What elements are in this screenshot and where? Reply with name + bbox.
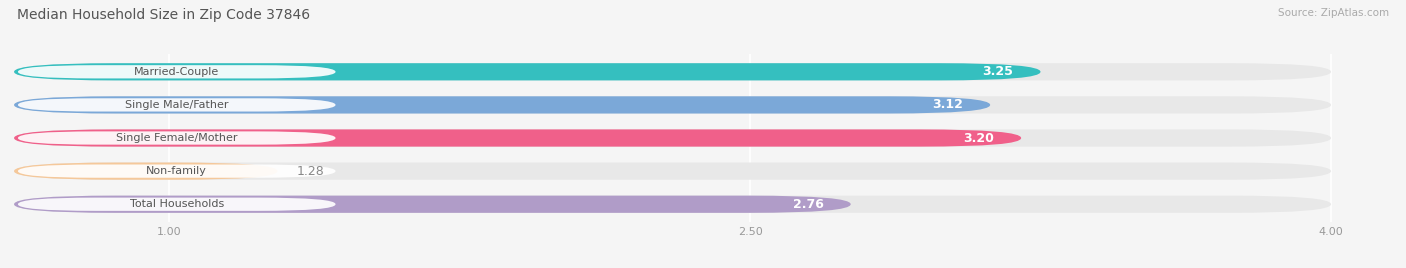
Text: Median Household Size in Zip Code 37846: Median Household Size in Zip Code 37846 (17, 8, 309, 22)
Text: Single Female/Mother: Single Female/Mother (115, 133, 238, 143)
Text: 3.20: 3.20 (963, 132, 994, 144)
FancyBboxPatch shape (18, 198, 336, 211)
FancyBboxPatch shape (18, 98, 336, 111)
Text: 2.76: 2.76 (793, 198, 824, 211)
Text: Married-Couple: Married-Couple (134, 67, 219, 77)
FancyBboxPatch shape (14, 162, 1331, 180)
Text: Total Households: Total Households (129, 199, 224, 209)
Text: 3.25: 3.25 (983, 65, 1014, 78)
FancyBboxPatch shape (14, 196, 851, 213)
FancyBboxPatch shape (18, 131, 336, 145)
FancyBboxPatch shape (18, 65, 336, 79)
Text: 3.12: 3.12 (932, 98, 963, 111)
FancyBboxPatch shape (14, 129, 1331, 147)
FancyBboxPatch shape (14, 63, 1331, 80)
Text: Non-family: Non-family (146, 166, 207, 176)
FancyBboxPatch shape (14, 196, 1331, 213)
FancyBboxPatch shape (14, 96, 990, 114)
FancyBboxPatch shape (14, 162, 277, 180)
FancyBboxPatch shape (14, 63, 1040, 80)
FancyBboxPatch shape (14, 129, 1021, 147)
Text: Single Male/Father: Single Male/Father (125, 100, 229, 110)
Text: Source: ZipAtlas.com: Source: ZipAtlas.com (1278, 8, 1389, 18)
Text: 1.28: 1.28 (297, 165, 325, 178)
FancyBboxPatch shape (14, 96, 1331, 114)
FancyBboxPatch shape (18, 165, 336, 178)
